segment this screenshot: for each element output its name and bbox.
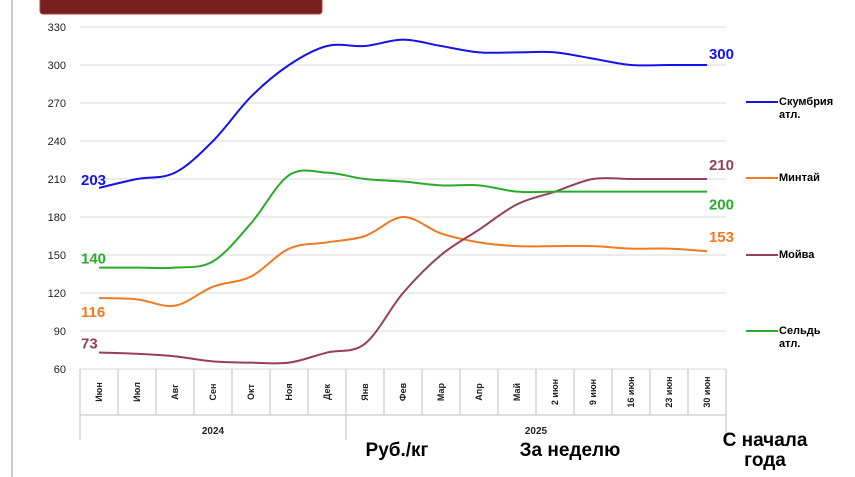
x-tick-label: Июн	[94, 382, 104, 402]
data-label: 210	[709, 157, 734, 174]
series-line	[98, 38, 707, 189]
legend-label: Скумбрия атл.	[779, 96, 834, 121]
y-tick-label: 90	[54, 326, 66, 338]
x-tick-label: Июл	[132, 382, 142, 402]
x-tick-label: Апр	[474, 383, 484, 401]
y-tick-label: 210	[48, 174, 66, 186]
x-tick-label: Янв	[360, 383, 370, 401]
series-line	[98, 177, 707, 365]
y-tick-label: 240	[48, 136, 66, 148]
y-tick-label: 330	[48, 22, 66, 34]
year-label: 2025	[525, 426, 548, 437]
annotation: С начала года	[722, 430, 808, 471]
x-tick-label: Сен	[208, 384, 218, 401]
x-tick-label: Окт	[246, 383, 256, 400]
x-tick-label: Мар	[436, 382, 446, 401]
x-tick-label: Авг	[170, 384, 180, 400]
x-tick-label: 30 июн	[702, 376, 712, 407]
data-label: 73	[81, 336, 98, 353]
y-tick-label: 270	[48, 98, 66, 110]
data-label: 200	[709, 197, 734, 214]
y-tick-label: 150	[48, 250, 66, 262]
series-line	[99, 169, 707, 270]
x-tick-label: Ноя	[284, 383, 294, 400]
data-label: 203	[81, 172, 106, 189]
y-tick-label: 60	[54, 364, 66, 376]
data-label: 116	[81, 304, 105, 321]
data-label: 300	[709, 46, 734, 63]
x-tick-label: Фев	[398, 382, 408, 401]
legend-label: Мойва	[779, 249, 815, 261]
x-tick-label: 23 июн	[664, 376, 674, 407]
y-tick-label: 180	[48, 212, 66, 224]
x-tick-label: 9 июн	[588, 379, 598, 405]
legend-label: Сельдь атл.	[779, 325, 821, 350]
series-line	[98, 215, 708, 308]
y-tick-label: 120	[48, 288, 66, 300]
x-tick-label: 2 июн	[550, 379, 560, 405]
x-tick-label: Май	[512, 383, 522, 401]
x-tick-label: 16 июн	[626, 376, 636, 407]
x-tick-label: Дек	[322, 383, 332, 400]
header-tab	[39, 0, 323, 15]
legend-label: Минтай	[779, 172, 820, 184]
annotation: Руб./кг	[365, 440, 429, 461]
year-label: 2024	[202, 426, 225, 437]
data-label: 140	[81, 251, 106, 268]
y-tick-label: 300	[48, 60, 66, 72]
annotation: За неделю	[519, 440, 621, 461]
data-label: 153	[709, 229, 734, 246]
